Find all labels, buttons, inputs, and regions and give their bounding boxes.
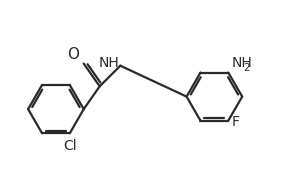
Text: F: F (232, 115, 240, 129)
Text: 2: 2 (243, 63, 249, 73)
Text: O: O (67, 47, 79, 62)
Text: NH: NH (232, 56, 252, 70)
Text: Cl: Cl (63, 139, 77, 153)
Text: NH: NH (98, 56, 119, 71)
